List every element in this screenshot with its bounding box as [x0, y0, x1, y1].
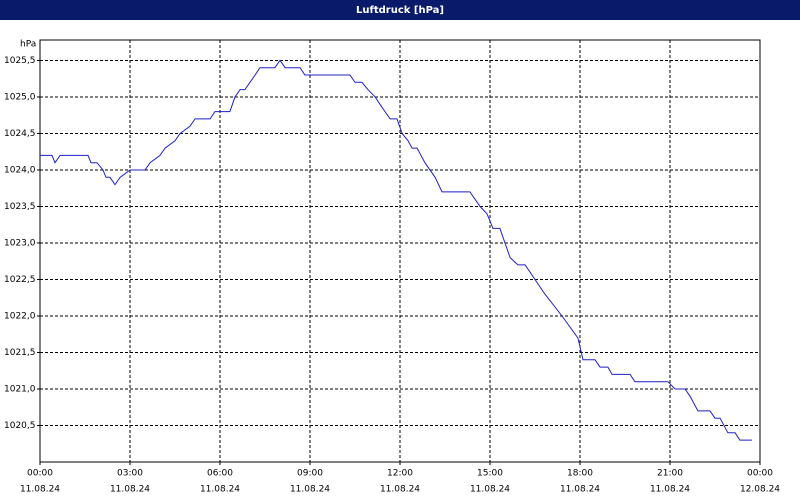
data-line — [40, 59, 752, 441]
y-tick-label: 1024,5 — [4, 129, 36, 139]
x-tick-date: 11.08.24 — [290, 485, 330, 495]
title-bar — [0, 0, 800, 20]
x-tick-date: 11.08.24 — [200, 485, 240, 495]
x-tick-date: 11.08.24 — [20, 485, 60, 495]
x-tick-label: 09:00 — [297, 469, 323, 479]
x-tick-label: 00:00 — [27, 469, 53, 479]
x-tick-date: 11.08.24 — [560, 485, 600, 495]
y-tick-label: 1025,0 — [4, 92, 36, 102]
x-tick-label: 00:00 — [747, 469, 773, 479]
y-tick-label: 1021,0 — [4, 384, 36, 394]
y-unit: hPa — [20, 40, 36, 50]
y-tick-label: 1024,0 — [4, 165, 36, 175]
y-tick-label: 1020,5 — [4, 421, 36, 431]
x-tick-label: 15:00 — [477, 469, 503, 479]
y-tick-label: 1023,0 — [4, 238, 36, 248]
x-tick-date: 11.08.24 — [650, 485, 690, 495]
x-tick-label: 18:00 — [567, 469, 593, 479]
y-tick-label: 1021,5 — [4, 348, 36, 358]
x-tick-date: 12.08.24 — [740, 485, 780, 495]
x-tick-label: 12:00 — [387, 469, 413, 479]
y-tick-label: 1025,5 — [4, 56, 36, 66]
x-tick-label: 21:00 — [657, 469, 683, 479]
x-tick-date: 11.08.24 — [470, 485, 510, 495]
chart-title: Luftdruck [hPa] — [356, 5, 444, 16]
y-tick-label: 1023,5 — [4, 202, 36, 212]
y-tick-label: 1022,0 — [4, 311, 36, 321]
x-tick-date: 11.08.24 — [380, 485, 420, 495]
x-tick-label: 06:00 — [207, 469, 233, 479]
y-tick-label: 1022,5 — [4, 275, 36, 285]
x-tick-date: 11.08.24 — [110, 485, 150, 495]
x-tick-label: 03:00 — [117, 469, 143, 479]
